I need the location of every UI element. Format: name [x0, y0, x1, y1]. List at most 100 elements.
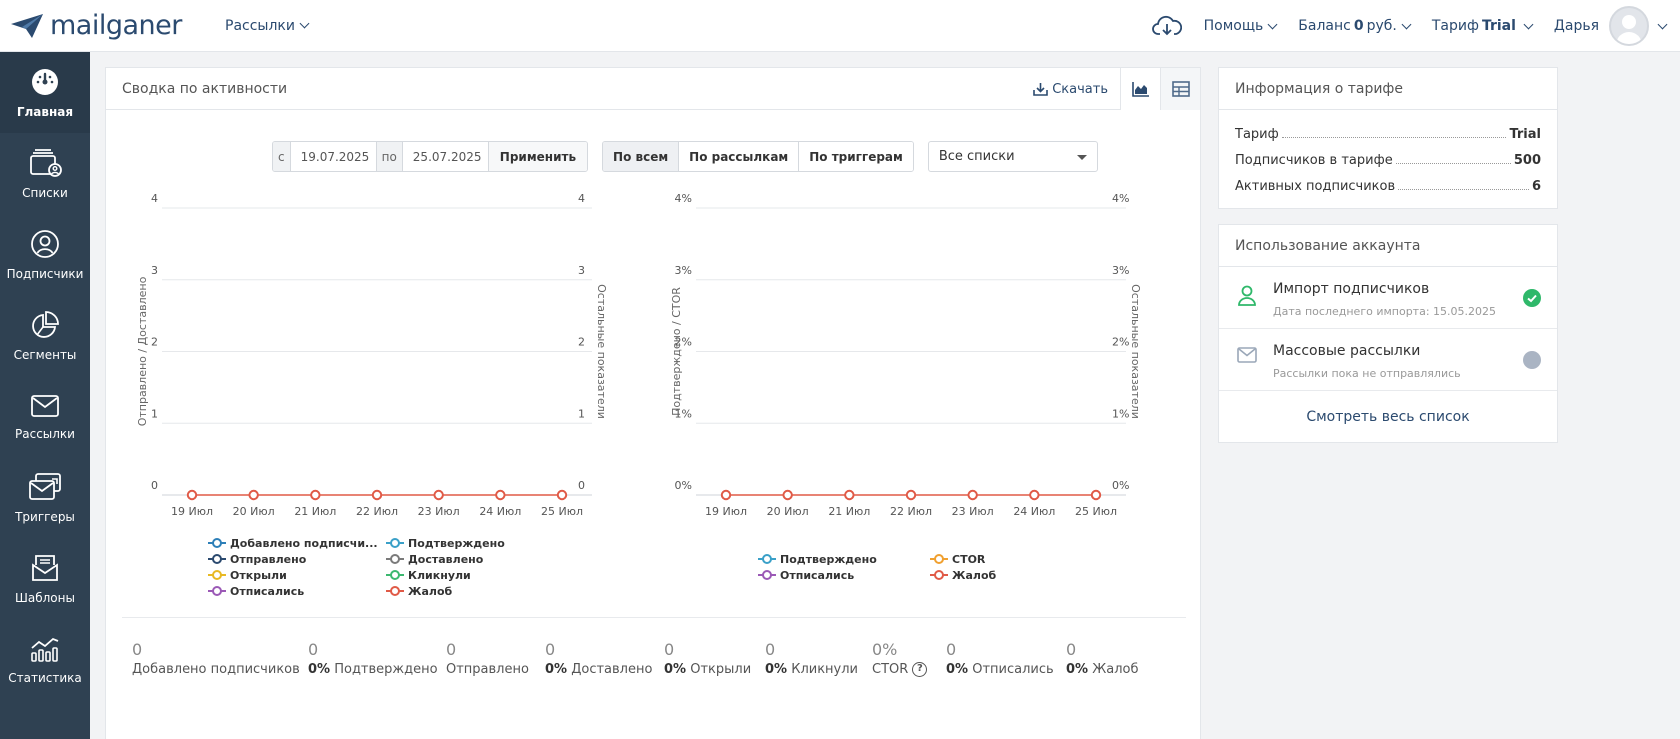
cloud-download-button[interactable] [1151, 15, 1182, 37]
tariff-info-title: Информация о тарифе [1219, 68, 1557, 110]
sidebar-item-label: Списки [22, 185, 68, 200]
tariff-dropdown[interactable]: Тариф Trial [1432, 18, 1534, 34]
download-icon [1033, 83, 1049, 96]
status-dot-icon [1523, 351, 1541, 369]
y-tick-label-right: 4% [1112, 192, 1129, 205]
sidebar-item-statistics[interactable]: Статистика [0, 619, 90, 700]
legend-line-icon [758, 570, 776, 580]
user-menu[interactable]: Дарья [1554, 6, 1668, 46]
legend-right: Подтверждено Отписались CTOR Жалоб [758, 551, 996, 583]
legend-item[interactable]: Отписались [208, 583, 386, 599]
nav-mailings-dropdown[interactable]: Рассылки [225, 17, 310, 34]
y-tick-label: 4% [675, 192, 692, 205]
lists-select-value: Все списки [938, 149, 1015, 164]
sidebar-item-mailings[interactable]: Рассылки [0, 376, 90, 457]
legend-label: Отписались [230, 584, 305, 598]
see-all-link[interactable]: Смотреть весь список [1306, 409, 1470, 425]
legend-label: Подтверждено [780, 552, 877, 566]
summary-num: 0 [765, 640, 776, 659]
y-tick-label: 1% [675, 407, 692, 420]
legend-line-icon [386, 586, 404, 596]
summary-num: 0 [132, 640, 143, 659]
data-point [967, 489, 978, 501]
subscribers-icon [31, 229, 59, 258]
legend-label: Добавлено подписчи... [230, 536, 378, 550]
usage-row-subtitle: Рассылки пока не отправлялись [1273, 367, 1461, 380]
data-point [310, 489, 321, 501]
data-point [248, 489, 259, 501]
sidebar-item-lists[interactable]: Списки [0, 133, 90, 214]
y-axis-label: Подтверждено / CTOR [670, 287, 683, 416]
usage-row-mailings[interactable]: Массовые рассылки Рассылки пока не отпра… [1219, 329, 1557, 391]
activity-panel-title: Сводка по активности [122, 80, 288, 97]
x-tick-label: 20 Июл [233, 505, 275, 518]
legend-item[interactable]: Жалоб [386, 583, 505, 599]
data-point [495, 489, 506, 501]
logo[interactable]: mailganer [0, 10, 225, 41]
legend-line-icon [208, 554, 226, 564]
lists-select[interactable]: Все списки [927, 141, 1098, 172]
seg-triggers-button[interactable]: По триггерам [799, 142, 913, 171]
balance-unit: руб. [1366, 18, 1397, 34]
date-to-label: по [376, 142, 403, 171]
summary-num: 0 [946, 640, 957, 659]
date-from-input[interactable]: 19.07.2025 [291, 142, 377, 171]
account-usage-title: Использование аккаунта [1219, 225, 1557, 267]
balance-value: 0 [1353, 18, 1364, 34]
chart-view-button[interactable] [1120, 68, 1160, 110]
help-dropdown[interactable]: Помощь [1204, 18, 1278, 34]
summary-opened: 0 0% Открыли [664, 640, 751, 677]
legend-item[interactable]: CTOR [930, 551, 996, 567]
download-button[interactable]: Скачать [1021, 68, 1120, 110]
tariff-row: Тариф Trial [1219, 116, 1557, 142]
summary-unsubscribed: 0 0% Отписались [946, 640, 1054, 677]
nav-mailings-label: Рассылки [225, 17, 295, 34]
sidebar-item-home[interactable]: Главная [0, 52, 90, 133]
y-axis-label: Отправлено / Доставлено [136, 276, 149, 426]
legend-item[interactable]: Отписались [758, 567, 930, 583]
legend-item[interactable]: Добавлено подписчи... [208, 535, 386, 551]
legend-line-icon [386, 570, 404, 580]
chart-sent-delivered: 0 0 1 1 2 2 3 3 4 4 19 Июл 20 Июл 21 Июл 22 Июл 23 Июл… [132, 188, 632, 532]
sidebar-item-triggers[interactable]: Триггеры [0, 457, 90, 538]
seg-all-button[interactable]: По всем [603, 142, 680, 171]
balance-label: Баланс [1298, 18, 1351, 34]
apply-button[interactable]: Применить [488, 142, 588, 171]
legend-item[interactable]: Подтверждено [386, 535, 505, 551]
date-to-input[interactable]: 25.07.2025 [403, 142, 489, 171]
legend-item[interactable]: Открыли [208, 567, 386, 583]
y-tick-label: 1 [151, 407, 158, 420]
y-tick-label: 2% [675, 336, 692, 349]
sidebar-item-subscribers[interactable]: Подписчики [0, 214, 90, 295]
table-view-button[interactable] [1160, 68, 1200, 110]
chevron-down-icon [1523, 19, 1534, 29]
legend-item[interactable]: Отправлено [208, 551, 386, 567]
usage-row-import[interactable]: Импорт подписчиков Дата последнего импор… [1219, 267, 1557, 329]
filters-bar: с 19.07.2025 по 25.07.2025 Применить По … [272, 141, 1098, 172]
sidebar-item-segments[interactable]: Сегменты [0, 295, 90, 376]
legend-item[interactable]: Жалоб [930, 567, 996, 583]
sidebar-item-templates[interactable]: Шаблоны [0, 538, 90, 619]
summary-num: 0 [308, 640, 319, 659]
legend-line-icon [208, 586, 226, 596]
seg-mailings-button[interactable]: По рассылкам [679, 142, 800, 171]
legend-item[interactable]: Кликнули [386, 567, 505, 583]
balance-dropdown[interactable]: Баланс 0 руб. [1298, 18, 1412, 34]
x-tick-label: 21 Июл [828, 505, 870, 518]
tariff-row-label: Активных подписчиков [1235, 179, 1396, 194]
legend-label: Отписались [780, 568, 855, 582]
mail-icon [1237, 347, 1257, 363]
legend-item[interactable]: Подтверждено [758, 551, 930, 567]
legend-item[interactable]: Доставлено [386, 551, 505, 567]
chevron-down-icon [1657, 19, 1668, 29]
x-tick-label: 19 Июл [171, 505, 213, 518]
help-icon[interactable]: ? [912, 662, 928, 677]
cloud-download-icon [1151, 15, 1182, 36]
x-tick-label: 22 Июл [890, 505, 932, 518]
triggers-icon [29, 472, 61, 500]
data-point [844, 489, 855, 501]
y-axis-label-right: Остальные показатели [595, 284, 608, 419]
summary-label: 0% Отписались [946, 662, 1054, 677]
avatar[interactable] [1609, 6, 1649, 46]
summary-num: 0 [446, 640, 457, 659]
